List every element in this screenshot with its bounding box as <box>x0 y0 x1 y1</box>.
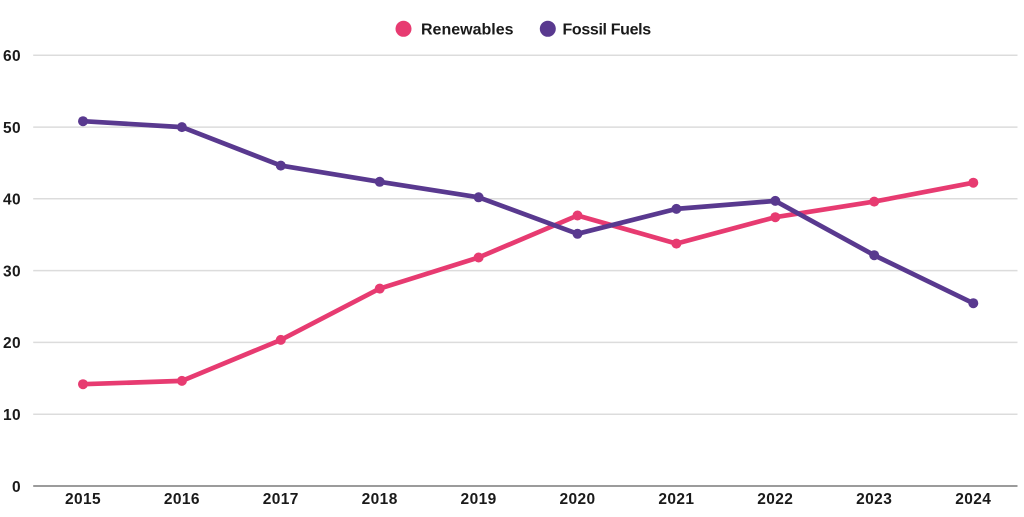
svg-text:2018: 2018 <box>362 491 398 508</box>
svg-text:40: 40 <box>3 192 21 209</box>
svg-text:2024: 2024 <box>955 491 991 508</box>
svg-text:2021: 2021 <box>658 491 694 508</box>
svg-text:2016: 2016 <box>164 491 200 508</box>
svg-text:Fossil Fuels: Fossil Fuels <box>563 22 652 39</box>
svg-text:0: 0 <box>12 479 21 496</box>
svg-text:20: 20 <box>3 335 21 352</box>
svg-text:30: 30 <box>3 263 21 280</box>
svg-text:60: 60 <box>3 48 21 65</box>
svg-text:50: 50 <box>3 120 21 137</box>
svg-text:Renewables: Renewables <box>421 22 514 39</box>
svg-text:2017: 2017 <box>263 491 299 508</box>
svg-text:10: 10 <box>3 407 21 424</box>
svg-text:2020: 2020 <box>559 491 595 508</box>
svg-text:2019: 2019 <box>461 491 497 508</box>
svg-text:2023: 2023 <box>856 491 892 508</box>
svg-text:2015: 2015 <box>65 491 101 508</box>
svg-text:2022: 2022 <box>757 491 793 508</box>
